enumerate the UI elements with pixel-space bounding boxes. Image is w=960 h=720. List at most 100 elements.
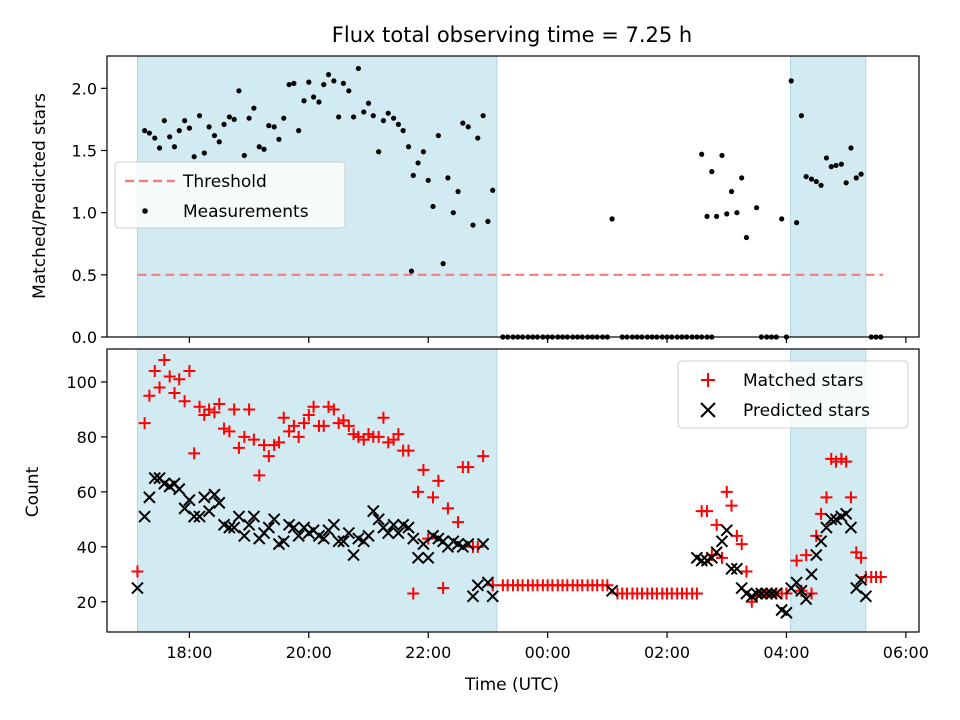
measurement-point <box>460 120 466 126</box>
measurement-point <box>316 99 322 105</box>
matched-star-marker <box>710 518 723 531</box>
matched-star-marker <box>223 425 236 438</box>
predicted-star-marker <box>337 535 350 548</box>
measurement-point <box>331 78 337 84</box>
measurement-point <box>853 175 859 181</box>
predicted-star-marker <box>805 568 818 581</box>
predicted-star-marker <box>750 587 763 600</box>
legend-predicted-label: Predicted stars <box>743 401 870 421</box>
measurement-point <box>370 113 376 119</box>
measurement-point <box>719 152 725 159</box>
predicted-star-marker <box>327 518 341 532</box>
predicted-star-marker <box>262 521 276 534</box>
measurement-point <box>858 171 864 177</box>
y-tick-label: 1.0 <box>72 204 97 223</box>
measurement-point <box>808 176 815 182</box>
matched-star-marker <box>690 587 703 600</box>
predicted-star-marker <box>422 551 435 565</box>
matched-star-marker <box>830 455 843 468</box>
predicted-star-marker <box>143 491 156 504</box>
measurement-point <box>788 78 794 84</box>
measurement-point <box>152 135 158 141</box>
measurement-point <box>609 216 615 222</box>
count-legend: Matched stars Predicted stars <box>677 360 909 429</box>
legend-predicted-swatch <box>700 402 716 418</box>
predicted-star-markers <box>131 471 873 619</box>
predicted-star-marker <box>198 491 211 504</box>
predicted-star-marker <box>138 510 151 523</box>
measurement-point <box>400 128 406 134</box>
predicted-star-marker <box>193 510 206 523</box>
measurement-point <box>415 160 421 166</box>
matched-star-marker <box>407 587 420 600</box>
measurement-point <box>754 205 760 211</box>
predicted-star-marker <box>382 526 395 540</box>
predicted-star-marker <box>825 513 838 526</box>
x-tick-label: 18:00 <box>166 643 212 662</box>
measurement-point <box>485 218 491 224</box>
matched-star-marker <box>790 554 803 567</box>
matched-star-marker <box>462 461 475 474</box>
matched-star-marker <box>178 395 191 408</box>
legend-matched-label: Matched stars <box>743 371 863 391</box>
predicted-star-marker <box>695 554 708 567</box>
measurement-point <box>410 172 416 178</box>
measurement-point <box>699 151 705 157</box>
matched-star-marker <box>183 364 196 377</box>
predicted-star-marker <box>730 562 744 576</box>
predicted-star-marker <box>292 529 305 543</box>
predicted-star-marker <box>387 518 400 532</box>
measurement-point <box>490 187 496 193</box>
predicted-star-marker <box>372 513 385 526</box>
measurement-point <box>843 180 849 186</box>
predicted-star-marker <box>342 526 356 540</box>
predicted-star-marker <box>202 504 216 518</box>
ratio-x-ticks <box>188 337 907 343</box>
predicted-star-marker <box>481 576 495 589</box>
measurement-point <box>475 135 481 141</box>
predicted-star-marker <box>854 573 868 587</box>
measurement-point <box>743 234 750 241</box>
count-legend-box <box>677 360 909 429</box>
predicted-star-marker <box>839 507 853 521</box>
ratio-legend: Threshold Measurements <box>114 161 346 229</box>
measurement-point <box>848 145 854 151</box>
matched-star-marker <box>417 463 430 476</box>
matched-star-marker <box>262 450 275 463</box>
matched-star-marker <box>317 419 330 432</box>
measurement-point <box>480 113 486 119</box>
measurement-point <box>325 72 332 78</box>
matched-star-marker <box>203 403 216 416</box>
matched-star-marker <box>701 505 714 518</box>
y-tick-label: 60 <box>77 483 97 502</box>
matched-star-marker <box>253 469 266 482</box>
matched-star-marker <box>232 441 245 454</box>
chart-title: Flux total observing time = 7.25 h <box>332 23 692 47</box>
legend-measurements-swatch <box>142 208 148 214</box>
matched-star-marker <box>168 386 181 399</box>
x-tick-label: 22:00 <box>405 643 451 662</box>
predicted-star-marker <box>287 521 301 534</box>
measurement-point <box>226 114 232 120</box>
matched-star-marker <box>844 491 857 504</box>
predicted-star-marker <box>227 521 241 534</box>
matched-star-marker <box>272 436 285 449</box>
measurement-point <box>146 130 152 136</box>
measurement-point <box>833 162 839 169</box>
measurement-point <box>470 222 476 228</box>
x-tick-label: 20:00 <box>286 643 332 662</box>
measurement-point <box>340 80 347 86</box>
predicted-star-marker <box>187 510 201 523</box>
measurement-point <box>823 155 830 161</box>
predicted-star-marker <box>466 590 480 603</box>
measurement-point <box>390 115 397 121</box>
matched-star-marker <box>327 403 340 416</box>
measurement-point <box>828 164 834 170</box>
matched-star-marker <box>131 565 144 578</box>
measurement-point <box>350 114 357 120</box>
measurement-point <box>211 132 218 139</box>
predicted-star-marker <box>462 537 475 551</box>
predicted-star-marker <box>725 562 738 576</box>
y-tick-label: 20 <box>77 593 97 612</box>
matched-star-marker <box>437 582 450 595</box>
